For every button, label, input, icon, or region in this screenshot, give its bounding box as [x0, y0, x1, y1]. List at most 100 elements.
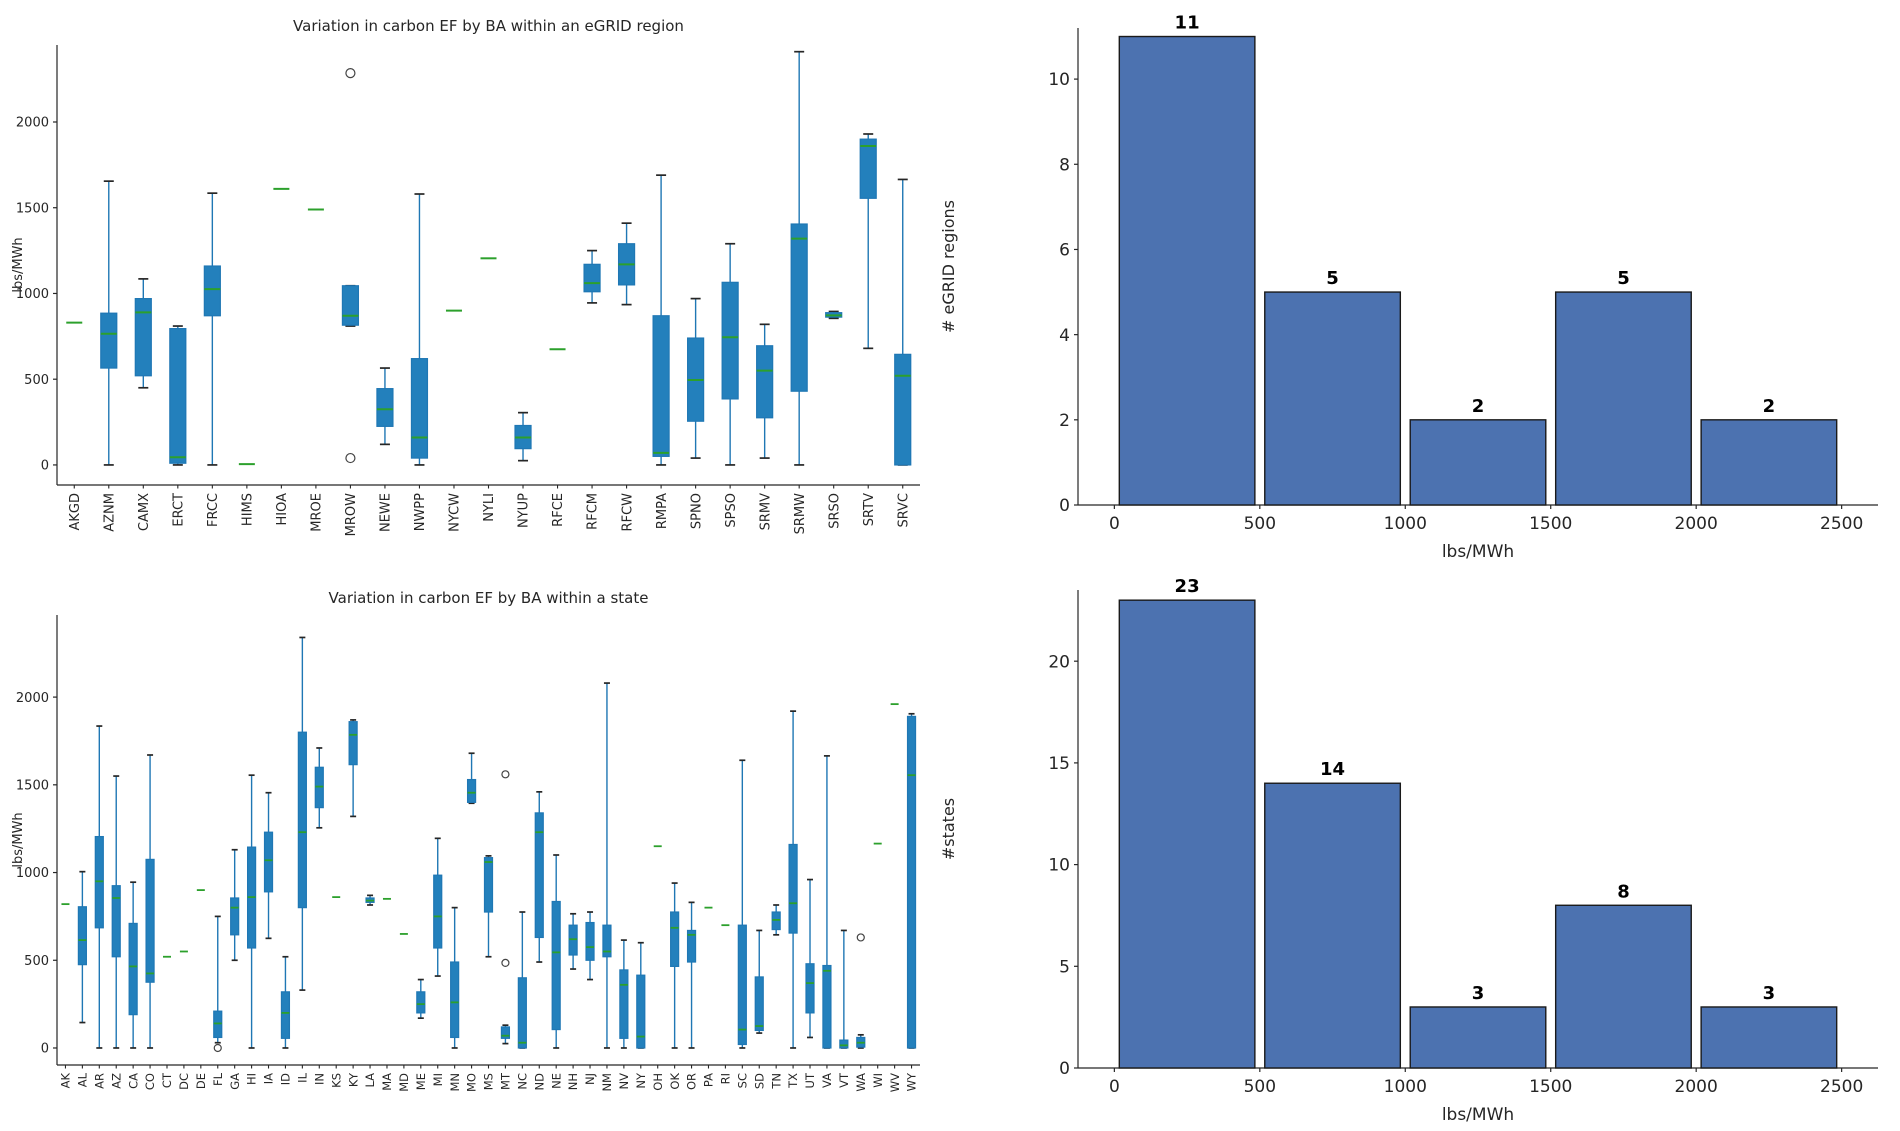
bar-count-label: 11: [1175, 13, 1200, 34]
x-tick-label: AR: [92, 1073, 106, 1089]
x-tick-label: MS: [482, 1073, 496, 1090]
y-tick-label: 0: [41, 1042, 49, 1057]
box-SRTV: [859, 138, 877, 199]
y-tick-label: 4: [1059, 326, 1070, 346]
bar-count-label: 5: [1617, 268, 1630, 289]
x-tick-label: NV: [617, 1073, 631, 1090]
bar-count-label: 3: [1763, 983, 1776, 1004]
box-UT: [805, 963, 815, 1014]
y-tick-label: 1000: [16, 866, 49, 881]
x-tick-label: IN: [312, 1073, 326, 1085]
y-tick-label: 1000: [16, 287, 49, 302]
box-MT: [500, 1026, 511, 1039]
bar-count-label: 2: [1472, 396, 1485, 417]
y-tick-label: 1500: [16, 779, 49, 794]
box-VA: [822, 964, 832, 1049]
x-tick-label: KY: [346, 1072, 360, 1087]
box-NY: [636, 974, 646, 1049]
x-tick-label: WV: [888, 1073, 902, 1092]
y-axis-label: #states: [939, 798, 958, 860]
x-tick-label: ND: [532, 1073, 546, 1091]
x-tick-label: GA: [228, 1073, 242, 1090]
y-tick-label: 500: [24, 373, 49, 388]
x-tick-label: CAMX: [137, 493, 152, 531]
y-tick-label: 0: [41, 459, 49, 474]
chart-title-state-boxplot: Variation in carbon EF by BA within a st…: [328, 589, 649, 607]
x-tick-label: NYLI: [482, 493, 497, 522]
box-MI: [433, 874, 443, 949]
x-tick-label: NH: [566, 1073, 580, 1090]
x-tick-label: 2000: [1675, 514, 1718, 534]
x-tick-label: HI: [245, 1073, 259, 1085]
box-GA: [230, 897, 240, 936]
x-tick-label: OH: [651, 1073, 665, 1091]
bar-count-label: 14: [1320, 759, 1345, 780]
x-tick-label: CT: [160, 1072, 174, 1088]
x-tick-label: WI: [871, 1073, 885, 1088]
y-tick-label: 2000: [16, 116, 49, 131]
box-ND: [534, 812, 544, 939]
x-tick-label: WA: [854, 1073, 868, 1092]
box-CAMX: [134, 298, 152, 377]
x-tick-label: AZNM: [102, 493, 117, 532]
boxplot-state-chart: Variation in carbon EF by BA within a st…: [0, 560, 960, 1131]
box-RMPA: [652, 315, 670, 457]
box-MN: [450, 961, 460, 1039]
y-tick-label: 10: [1048, 70, 1070, 90]
x-tick-label: ID: [279, 1073, 293, 1085]
y-tick-label: 2000: [16, 691, 49, 706]
x-tick-label: 1500: [1529, 514, 1572, 534]
box-MO: [466, 778, 477, 803]
x-tick-label: AZ: [109, 1073, 123, 1089]
box-CA: [128, 922, 138, 1016]
y-tick-label: 1500: [16, 201, 49, 216]
boxplot-egrid-region-chart: Variation in carbon EF by BA within an e…: [0, 0, 960, 560]
x-tick-label: NYCW: [448, 493, 463, 532]
y-tick-label: 20: [1048, 652, 1070, 672]
box-KY: [348, 721, 358, 766]
hist-bar-1000-1500: [1409, 1006, 1547, 1069]
hist-bar-1500-2000: [1554, 291, 1692, 506]
x-tick-label: MT: [499, 1072, 513, 1090]
box-NWPP: [410, 358, 429, 459]
hist-bar-500-1000: [1264, 782, 1402, 1069]
y-axis-label: # eGRID regions: [939, 200, 958, 333]
outlier-WA: [856, 933, 865, 942]
x-tick-label: SPSO: [724, 493, 739, 528]
hist-bar-2000-2500: [1700, 419, 1838, 506]
box-MS: [483, 857, 494, 913]
y-tick-label: 2: [1059, 411, 1070, 431]
x-tick-label: MO: [465, 1073, 479, 1092]
x-tick-label: UT: [803, 1072, 817, 1088]
outlier-MROW: [345, 68, 356, 79]
box-NC: [517, 977, 527, 1049]
y-tick-label: 6: [1059, 241, 1070, 261]
box-WY: [906, 715, 917, 1049]
bar-count-label: 2: [1763, 396, 1776, 417]
hist-bar-2000-2500: [1700, 1006, 1838, 1069]
x-tick-label: MA: [380, 1073, 394, 1091]
y-tick-label: 8: [1059, 155, 1070, 175]
x-tick-label: MN: [448, 1073, 462, 1092]
x-tick-label: NM: [600, 1073, 614, 1092]
hist-bar-500-1000: [1264, 291, 1402, 506]
x-tick-label: SPNO: [689, 493, 704, 529]
x-tick-label: SRSO: [827, 493, 842, 529]
x-tick-label: AKGD: [68, 493, 83, 531]
y-tick-label: 15: [1048, 754, 1070, 774]
box-NJ: [585, 921, 595, 961]
y-tick-label: 10: [1048, 856, 1070, 876]
box-SD: [754, 976, 764, 1032]
box-FRCC: [203, 265, 221, 317]
x-tick-label: KS: [329, 1073, 343, 1088]
x-tick-label: SC: [735, 1073, 749, 1088]
histogram-states-chart: 0 5 10 15 20 #states 0 500 1000 1500 2000 2500 lbs/M…: [930, 560, 1900, 1131]
box-ERCT: [169, 328, 187, 464]
box-SRMV: [756, 345, 774, 419]
x-tick-label: DE: [194, 1073, 208, 1089]
x-tick-label: 0: [1109, 514, 1120, 534]
x-tick-label: SRTV: [862, 493, 877, 526]
hist-bar-0-500: [1118, 35, 1256, 506]
x-tick-label: VT: [837, 1072, 851, 1088]
hist-bar-1000-1500: [1409, 419, 1547, 506]
